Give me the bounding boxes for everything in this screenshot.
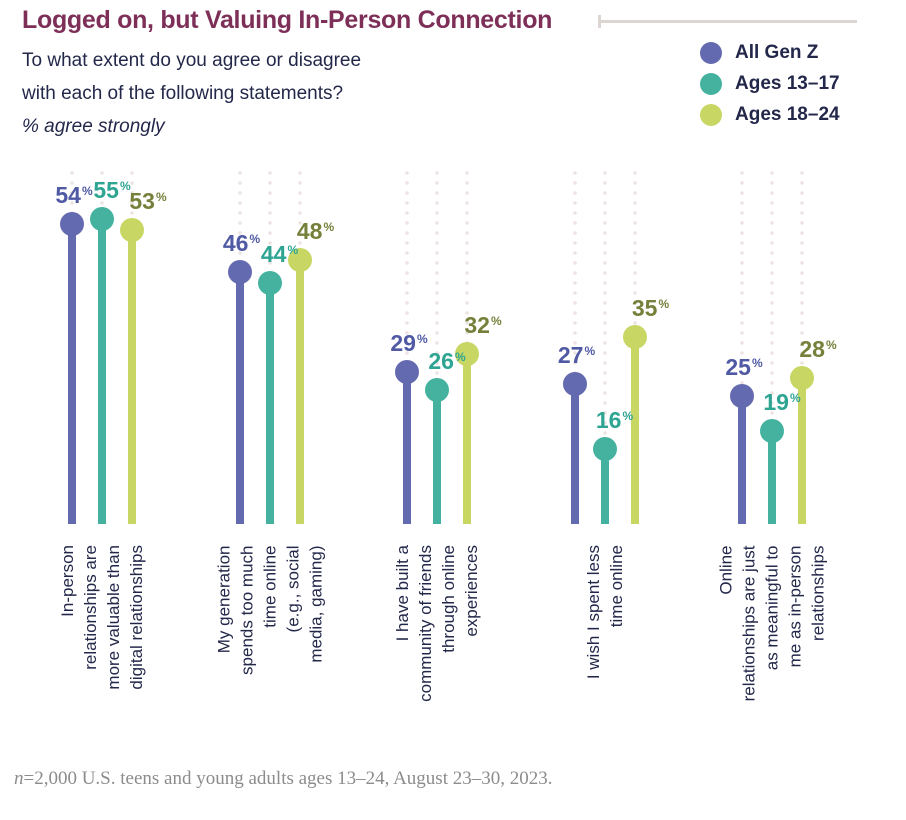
category-label: I have built a community of friends throug… xyxy=(393,545,481,702)
chart-plot: 54% 55% 53% In-person relationships are more … xyxy=(55,168,837,702)
legend-label: All Gen Z xyxy=(735,42,819,63)
footnote: n=2,000 U.S. teens and young adults ages… xyxy=(14,768,552,790)
lollipop-dot xyxy=(455,342,479,367)
chart-subtitle: To what extent do you agree or disagree … xyxy=(22,44,361,143)
lollipop-stem xyxy=(738,395,746,524)
legend-dot-icon xyxy=(700,104,722,126)
lollipop-stem xyxy=(570,383,579,524)
dotted-gridline xyxy=(572,168,577,524)
subtitle-note: % agree strongly xyxy=(22,116,165,137)
category-label: In-person relationships are more valuable … xyxy=(58,545,146,690)
value-label: 25% xyxy=(725,353,763,380)
lollipop-stem xyxy=(798,377,806,524)
category-label: I wish I spent less time online xyxy=(583,545,626,680)
value-label: 27% xyxy=(557,341,596,368)
legend-label: Ages 18–24 xyxy=(735,104,840,125)
lollipop-stem xyxy=(768,430,776,524)
legend-dot-icon xyxy=(700,42,722,64)
value-label: 44% xyxy=(260,241,299,268)
lollipop-dot xyxy=(730,383,754,408)
lollipop-stem xyxy=(265,283,274,524)
category-label: Online relationships are just as meaningfu… xyxy=(716,545,828,701)
dotted-gridline xyxy=(800,168,804,524)
footnote-n: n xyxy=(14,768,24,789)
lollipop-dot xyxy=(562,371,587,396)
lollipop-dot xyxy=(592,436,617,461)
lollipop-dot xyxy=(425,377,449,402)
value-label: 26% xyxy=(428,347,466,374)
value-label: 48% xyxy=(296,217,335,244)
legend-label: Ages 13–17 xyxy=(735,73,840,94)
value-label: 55% xyxy=(93,176,131,203)
dotted-gridline xyxy=(435,168,439,524)
subtitle-line-2: with each of the following statements? xyxy=(22,83,344,104)
value-label: 53% xyxy=(129,188,167,215)
legend-item-2: Ages 18–24 xyxy=(700,104,840,126)
dotted-gridline xyxy=(770,168,774,524)
lollipop-dot xyxy=(60,212,84,237)
legend-item-0: All Gen Z xyxy=(700,42,840,64)
chart-title: Logged on, but Valuing In-Person Connect… xyxy=(22,6,553,34)
lollipop-dot xyxy=(790,365,814,390)
lollipop-dot xyxy=(257,271,282,296)
lollipop-dot xyxy=(120,218,144,243)
lollipop-stem xyxy=(98,218,106,524)
footnote-text: =2,000 U.S. teens and young adults ages … xyxy=(23,768,553,789)
subtitle-line-1: To what extent do you agree or disagree xyxy=(22,50,362,71)
value-label: 35% xyxy=(631,294,670,321)
value-label: 29% xyxy=(390,329,428,356)
value-label: 19% xyxy=(763,388,801,415)
value-label: 46% xyxy=(222,229,261,256)
lollipop-stem xyxy=(295,259,304,524)
lollipop-dot xyxy=(227,259,252,284)
dotted-gridline xyxy=(405,168,409,524)
value-label: 32% xyxy=(464,312,502,339)
lollipop-dot xyxy=(395,359,419,384)
value-label: 54% xyxy=(55,182,93,209)
lollipop-dot xyxy=(622,324,647,349)
lollipop-stem xyxy=(68,224,76,524)
value-label: 28% xyxy=(799,335,837,362)
lollipop-stem xyxy=(433,389,441,524)
lollipop-stem xyxy=(403,371,411,524)
lollipop-stem xyxy=(235,271,244,524)
value-label: 16% xyxy=(595,406,634,433)
legend: All Gen Z Ages 13–17 Ages 18–24 xyxy=(700,42,840,135)
legend-dot-icon xyxy=(700,73,722,95)
legend-item-1: Ages 13–17 xyxy=(700,73,840,95)
lollipop-stem xyxy=(630,336,639,524)
lollipop-dot xyxy=(760,418,784,443)
lollipop-dot xyxy=(90,206,114,231)
lollipop-stem xyxy=(128,230,136,524)
category-label: My generation spends too much time online(… xyxy=(214,545,325,675)
lollipop-dot xyxy=(287,247,312,272)
dotted-gridline xyxy=(602,168,607,524)
title-rule xyxy=(598,15,857,28)
lollipop-stem xyxy=(463,354,471,524)
dotted-gridline xyxy=(740,168,744,524)
lollipop-stem xyxy=(600,448,609,524)
